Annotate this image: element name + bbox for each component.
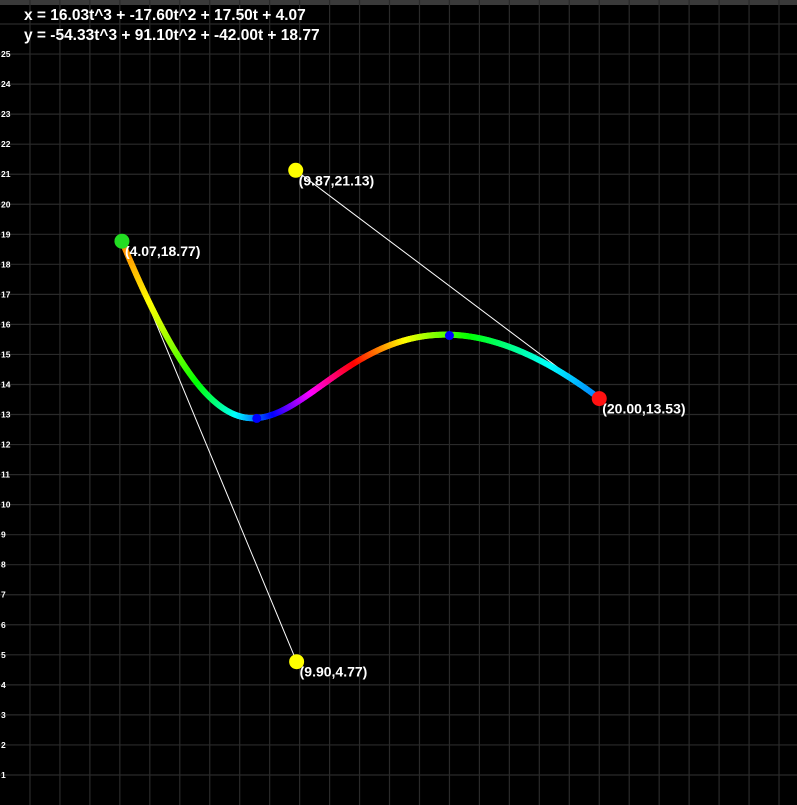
y-tick-label: 13 xyxy=(1,410,11,420)
y-tick-label: 20 xyxy=(1,199,11,209)
control-point xyxy=(288,162,304,178)
y-tick-label: 2 xyxy=(1,740,6,750)
y-tick-label: 22 xyxy=(1,139,11,149)
y-tick-label: 19 xyxy=(1,229,11,239)
y-tick-label: 10 xyxy=(1,500,11,510)
extremum-point xyxy=(444,331,454,341)
y-axis-ticks: 1234567891011121314151617181920212223242… xyxy=(1,49,11,780)
handle-line xyxy=(295,169,600,399)
y-tick-label: 9 xyxy=(1,530,6,540)
extremum-point xyxy=(252,413,262,423)
start-point xyxy=(114,233,130,249)
x-equation: x = 16.03t^3 + -17.60t^2 + 17.50t + 4.07 xyxy=(24,7,306,24)
control-point xyxy=(289,654,305,670)
top-bar xyxy=(0,0,797,5)
y-tick-label: 1 xyxy=(1,770,6,780)
y-tick-label: 15 xyxy=(1,349,11,359)
start-point-label: (4.07,18.77) xyxy=(125,243,201,259)
y-tick-label: 8 xyxy=(1,560,6,570)
y-tick-label: 24 xyxy=(1,79,11,89)
y-tick-label: 17 xyxy=(1,289,11,299)
y-tick-label: 4 xyxy=(1,680,6,690)
y-tick-label: 23 xyxy=(1,109,11,119)
y-tick-label: 18 xyxy=(1,259,11,269)
y-tick-label: 21 xyxy=(1,169,11,179)
y-tick-label: 6 xyxy=(1,620,6,630)
end-point-label: (20.00,13.53) xyxy=(602,401,685,417)
point-labels: (4.07,18.77) (9.90,4.77) (9.87,21.13) (20.0… xyxy=(125,172,686,679)
y-tick-label: 16 xyxy=(1,319,11,329)
y-tick-label: 14 xyxy=(1,379,11,389)
end-point xyxy=(591,391,607,407)
y-tick-label: 7 xyxy=(1,590,6,600)
bezier-curve xyxy=(118,238,603,422)
y-tick-label: 25 xyxy=(1,49,11,59)
y-tick-label: 3 xyxy=(1,710,6,720)
control-point-label: (9.87,21.13) xyxy=(299,172,375,188)
control-point-label: (9.90,4.77) xyxy=(300,664,368,680)
y-tick-label: 5 xyxy=(1,650,6,660)
curve-points xyxy=(114,162,607,670)
y-tick-label: 12 xyxy=(1,440,11,450)
y-tick-label: 11 xyxy=(1,470,10,480)
y-equation: y = -54.33t^3 + 91.10t^2 + -42.00t + 18.… xyxy=(24,27,320,44)
